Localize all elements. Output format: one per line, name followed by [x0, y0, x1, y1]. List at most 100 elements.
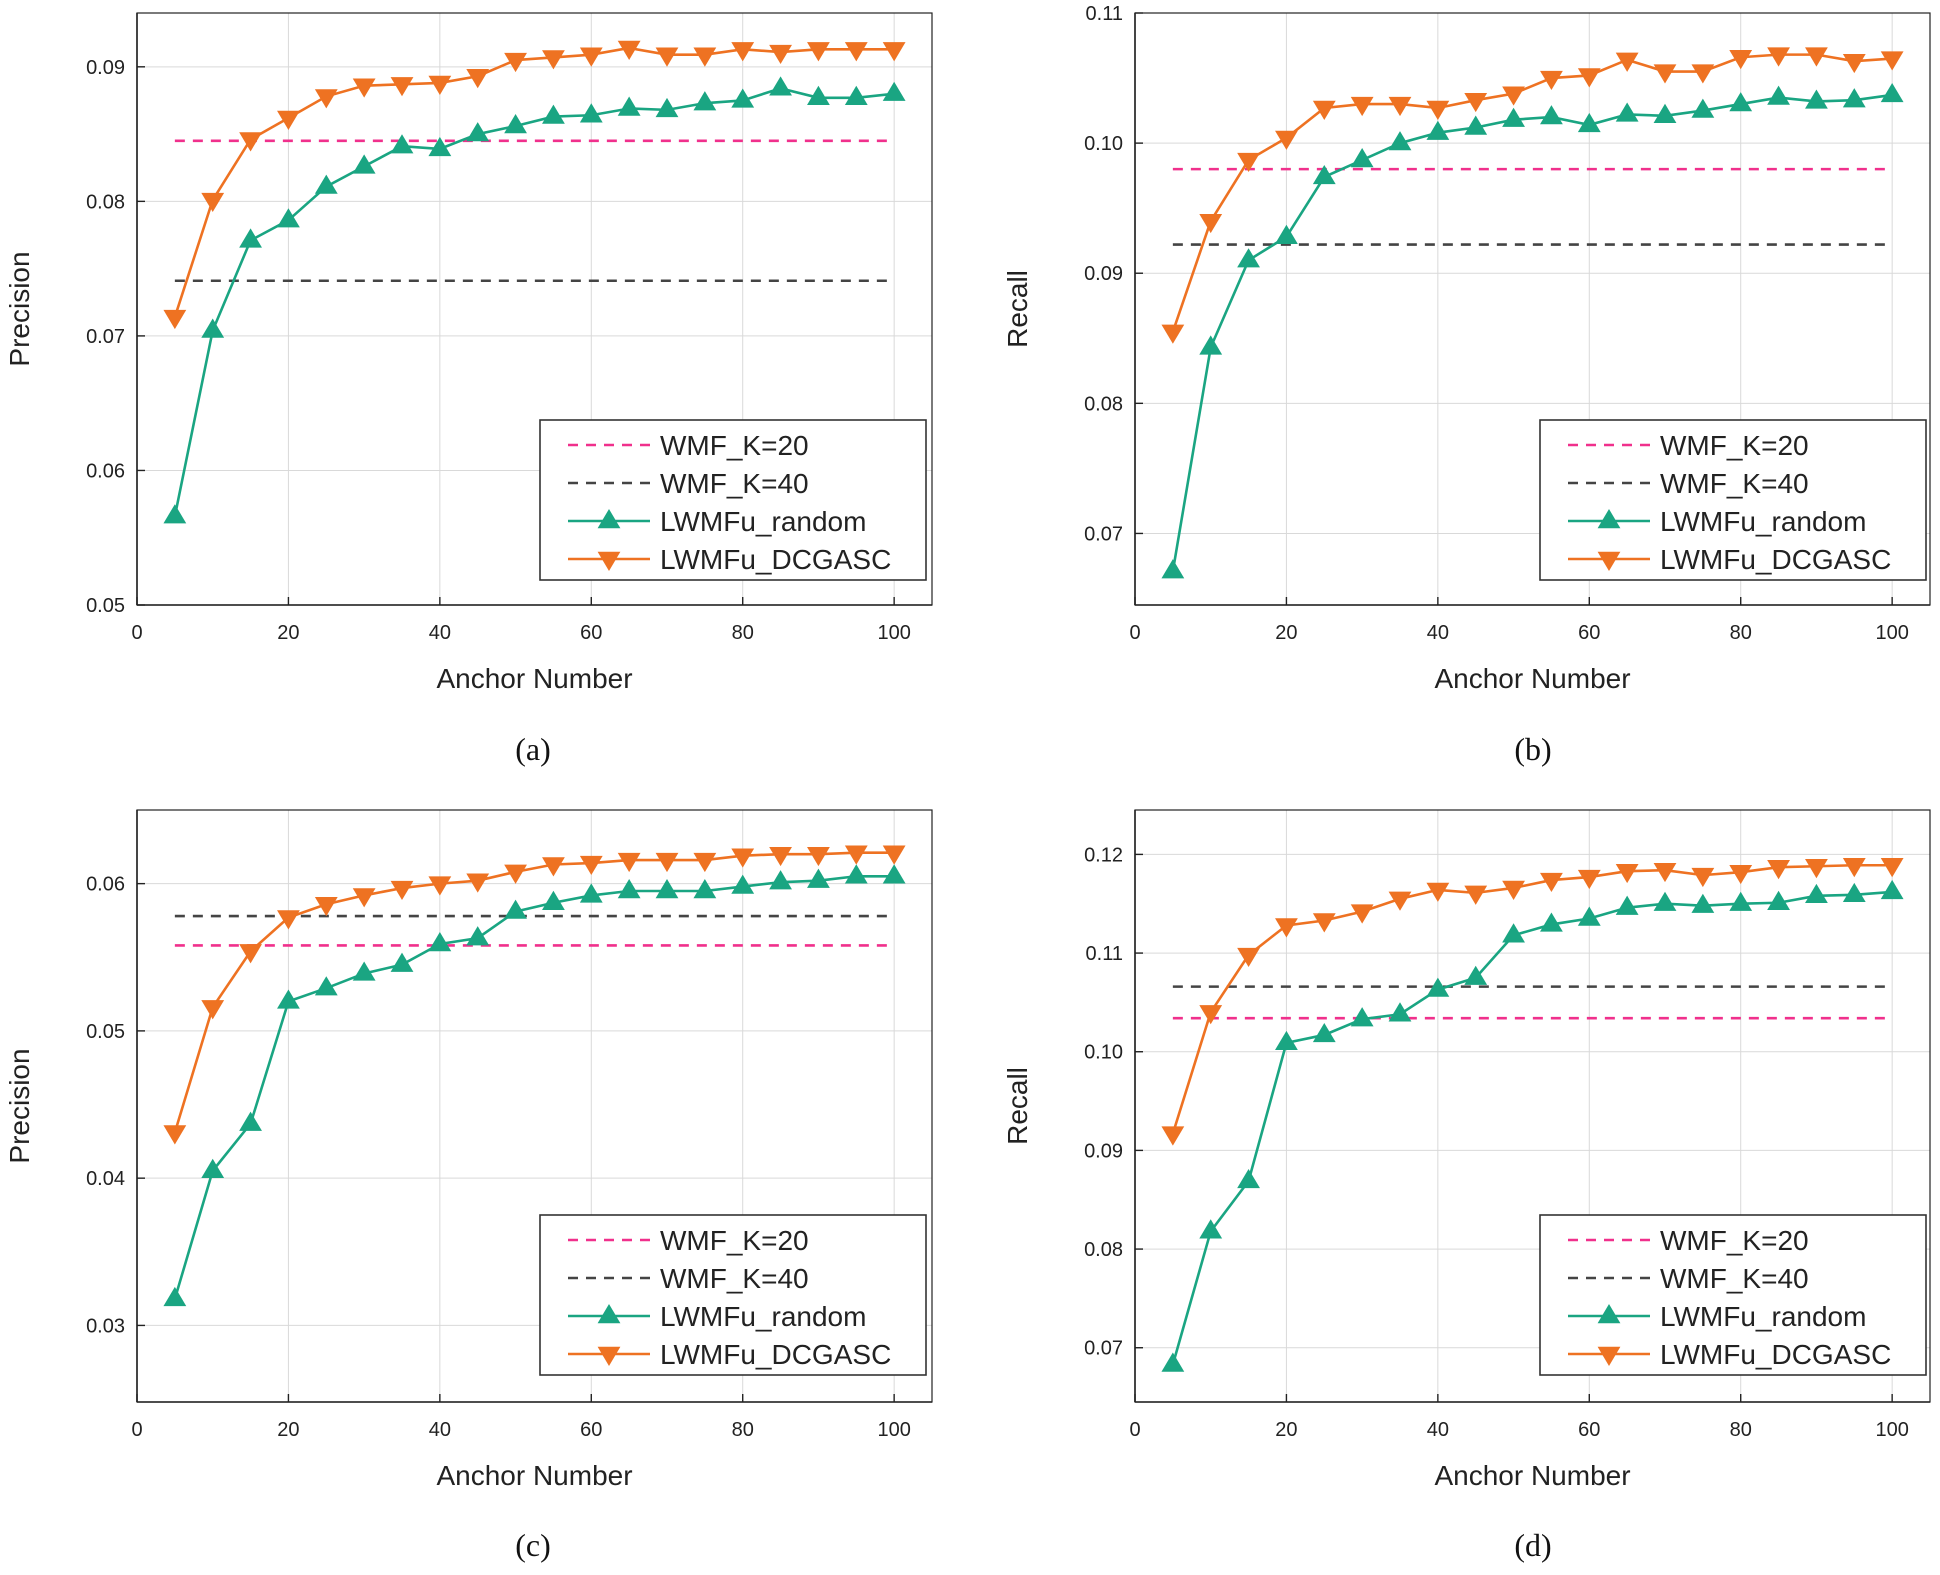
x-tick-label-d-3: 60 [1578, 1419, 1600, 1441]
dcgasc-point-b-18 [1842, 53, 1866, 74]
random-point-d-7 [1426, 977, 1450, 997]
random-point-c-15 [731, 874, 755, 894]
dcgasc-point-a-14 [693, 47, 717, 67]
random-point-d-19 [1880, 879, 1904, 900]
x-tick-label-b-2: 40 [1427, 622, 1449, 644]
legend-marker-dcgasc-d [1597, 1346, 1621, 1366]
dcgasc-point-b-1 [1199, 213, 1223, 234]
legend-label-random-b: LWMFu_random [1660, 506, 1866, 537]
random-point-a-11 [579, 103, 603, 123]
random-point-b-3 [1275, 224, 1298, 244]
legend-label-dcgasc-c: LWMFu_DCGASC [660, 1339, 891, 1370]
legend-a: WMF_K=20 WMF_K=40 LWMFu_random LWMFu_DCGASC [539, 419, 927, 581]
x-tick-label-d-5: 100 [1875, 1419, 1908, 1441]
legend-marker-random-a [597, 509, 621, 529]
random-point-c-18 [844, 864, 868, 884]
dcgasc-point-b-19 [1880, 51, 1904, 71]
dcgasc-point-c-16 [769, 846, 792, 867]
y-tick-label-c-1: 0.04 [86, 1168, 125, 1190]
x-tick-label-d-0: 0 [1129, 1419, 1140, 1441]
random-point-a-4 [314, 174, 338, 194]
plot-frame-d [1134, 809, 1931, 1403]
random-point-a-8 [466, 122, 490, 142]
y-tick-label-b-4: 0.11 [1086, 3, 1123, 25]
dcgasc-point-b-6 [1388, 96, 1412, 117]
y-tick-label-d-1: 0.08 [1084, 1239, 1123, 1261]
random-point-a-17 [807, 85, 830, 105]
dcgasc-point-a-13 [655, 47, 679, 67]
random-point-d-11 [1577, 906, 1601, 926]
random-point-a-2 [239, 228, 262, 248]
dcgasc-point-b-5 [1350, 96, 1374, 117]
plot-frame-a [136, 12, 933, 606]
dcgasc-point-d-12 [1615, 863, 1639, 884]
panel-d: (d) 0 20 40 60 80 100 0.07 0.08 0.09 0.10 0.11 0.12… [1002, 809, 1931, 1563]
y-tick-label-b-2: 0.09 [1084, 263, 1123, 285]
y-tick-label-b-3: 0.10 [1084, 133, 1123, 155]
series-dcgasc-d [1161, 858, 1904, 1146]
x-axis-label-b: Anchor Number [1434, 663, 1630, 694]
dcgasc-point-d-9 [1502, 880, 1525, 900]
random-point-b-16 [1767, 85, 1790, 105]
x-axis-label-a: Anchor Number [436, 663, 632, 694]
dcgasc-point-c-3 [277, 910, 300, 930]
dcgasc-point-a-17 [807, 42, 830, 62]
dcgasc-point-c-11 [579, 855, 603, 876]
random-point-d-0 [1161, 1352, 1185, 1372]
random-point-b-11 [1577, 112, 1601, 133]
random-point-c-12 [617, 878, 641, 899]
random-point-b-6 [1388, 131, 1412, 151]
y-axis-label-a: Precision [4, 251, 35, 366]
dcgasc-point-a-9 [504, 52, 527, 73]
random-point-a-16 [769, 76, 792, 96]
y-tick-label-a-0: 0.05 [86, 595, 125, 617]
random-point-c-3 [277, 989, 300, 1009]
random-point-b-14 [1691, 98, 1715, 118]
dcgasc-point-c-2 [239, 944, 262, 964]
plot-frame-b [1134, 12, 1931, 606]
dcgasc-point-c-4 [314, 897, 338, 917]
caption-a: (a) [515, 731, 551, 767]
dcgasc-point-b-13 [1653, 64, 1677, 84]
dcgasc-point-d-19 [1880, 858, 1904, 878]
random-point-a-12 [617, 96, 641, 116]
random-point-c-0 [163, 1286, 187, 1307]
legend-marker-dcgasc-b [1597, 551, 1621, 571]
series-dcgasc-b [1161, 47, 1904, 344]
random-point-a-0 [163, 504, 187, 524]
caption-c: (c) [515, 1527, 551, 1563]
random-point-b-13 [1653, 103, 1677, 123]
y-tick-label-c-2: 0.05 [86, 1021, 125, 1043]
dcgasc-point-d-10 [1540, 872, 1563, 893]
random-point-a-14 [693, 91, 717, 111]
y-axis-label-c: Precision [4, 1048, 35, 1163]
random-point-d-9 [1502, 923, 1525, 943]
caption-d: (d) [1514, 1527, 1551, 1563]
legend-label-random-d: LWMFu_random [1660, 1301, 1866, 1332]
series-random-a [163, 76, 906, 524]
dcgasc-point-a-12 [617, 40, 641, 60]
random-point-d-12 [1615, 895, 1639, 915]
panel-c: (c) 0 20 40 60 80 100 0.03 0.04 0.05 0.06 Anchor N… [4, 809, 933, 1563]
dcgasc-point-b-0 [1161, 324, 1185, 344]
random-point-c-8 [466, 926, 490, 946]
random-point-d-15 [1729, 891, 1753, 911]
y-tick-label-d-5: 0.12 [1084, 844, 1123, 866]
y-tick-label-c-3: 0.06 [86, 874, 125, 896]
random-point-d-6 [1388, 1002, 1412, 1022]
dcgasc-point-b-8 [1464, 92, 1488, 113]
random-point-a-9 [504, 114, 527, 134]
x-tick-label-d-1: 20 [1275, 1419, 1297, 1441]
legend-marker-random-b [1597, 509, 1621, 529]
random-point-c-17 [807, 868, 830, 888]
x-tick-label-b-0: 0 [1129, 622, 1140, 644]
random-point-b-8 [1464, 115, 1488, 135]
legend-label-wmf40-a: WMF_K=40 [660, 468, 809, 499]
legend-label-wmf20-a: WMF_K=20 [660, 430, 809, 461]
random-point-a-19 [882, 81, 906, 101]
dcgasc-point-c-6 [390, 880, 414, 901]
dcgasc-point-a-10 [542, 50, 565, 70]
dcgasc-point-c-19 [882, 845, 906, 865]
random-point-c-7 [428, 932, 452, 952]
